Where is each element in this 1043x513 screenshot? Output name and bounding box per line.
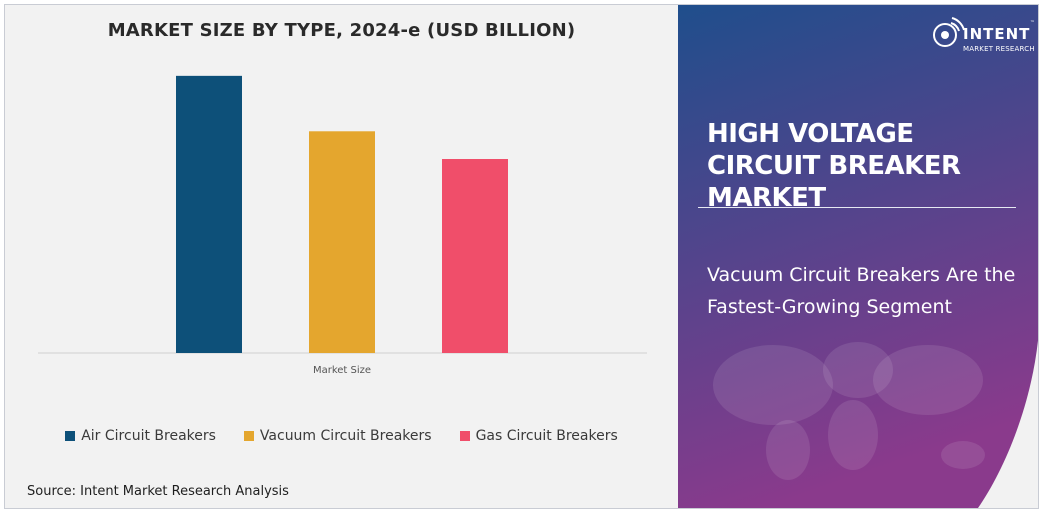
legend-label: Gas Circuit Breakers [475,428,618,444]
source-note: Source: Intent Market Research Analysis [27,484,289,499]
title-panel: INTENT ™ MARKET RESEARCH HIGH VOLTAGE CI… [678,5,1038,508]
legend-swatch [459,431,470,441]
legend-item: Vacuum Circuit Breakers [243,428,432,444]
logo-trademark: ™ [1030,20,1035,26]
gradient-shape [678,5,1038,508]
chart-legend: Air Circuit Breakers Vacuum Circuit Break… [5,428,678,444]
x-tick-label: Market Size [313,365,371,376]
bar-air-circuit-breakers [176,75,242,353]
bar-gas-circuit-breakers [442,159,508,353]
report-subtitle: Vacuum Circuit Breakers Are the Fastest-… [707,264,1016,318]
title-divider [698,207,1016,208]
report-title: HIGH VOLTAGE CIRCUIT BREAKER MARKET [707,119,961,213]
bar-vacuum-circuit-breakers [309,131,375,353]
infographic-frame: MARKET SIZE BY TYPE, 2024-e (USD BILLION… [4,4,1039,509]
panel-background [678,5,1038,508]
logo-wordmark: INTENT [963,25,1031,43]
legend-swatch [243,431,254,441]
bar-chart: Market Size [38,75,647,376]
chart-panel: MARKET SIZE BY TYPE, 2024-e (USD BILLION… [5,5,678,508]
company-logo: INTENT ™ MARKET RESEARCH [932,15,1037,57]
logo-tagline: MARKET RESEARCH [963,45,1035,53]
legend-item: Gas Circuit Breakers [459,428,618,444]
legend-swatch [65,431,76,441]
legend-label: Vacuum Circuit Breakers [259,428,432,444]
signal-icon [933,17,965,47]
world-map-dots-icon [713,342,985,480]
legend-label: Air Circuit Breakers [81,428,216,444]
chart-title: MARKET SIZE BY TYPE, 2024-e (USD BILLION… [107,20,576,41]
legend-item: Air Circuit Breakers [65,428,216,444]
